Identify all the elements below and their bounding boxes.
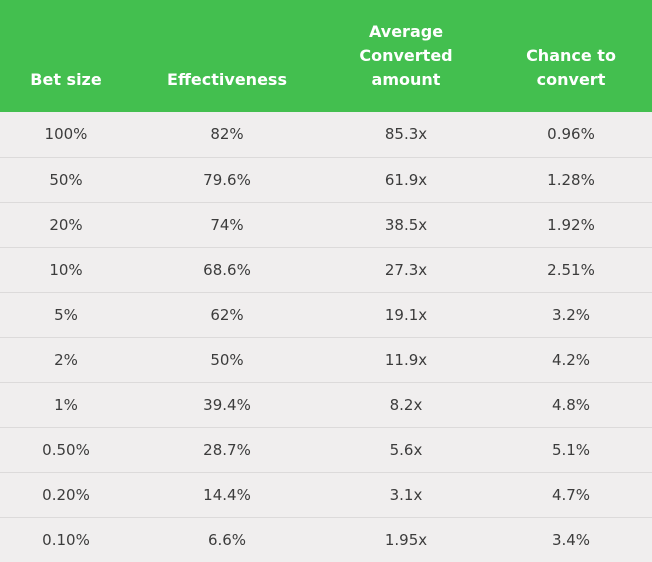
cell-average-converted-amount: 61.9x (384, 170, 428, 189)
cell-chance-to-convert: 3.2% (551, 305, 591, 324)
header-chance-to-convert: Chance to convert (490, 0, 652, 112)
header-row: Bet size Effectiveness Average Converted… (0, 0, 652, 112)
header-average-line-1: Average (368, 22, 444, 41)
header-bet-size-line: Bet size (30, 70, 102, 89)
header-chance-line-1: Chance to (526, 46, 616, 65)
cell-bet-size: 20% (49, 215, 83, 234)
cell-chance-to-convert: 0.96% (547, 125, 595, 144)
table-header: Bet size Effectiveness Average Converted… (0, 0, 652, 112)
table-row: 0.10% 6.6% 1.95x 3.4% (0, 517, 652, 562)
header-effectiveness: Effectiveness (132, 0, 322, 112)
cell-effectiveness: 39.4% (203, 395, 251, 414)
cell-effectiveness: 6.6% (207, 530, 247, 549)
cell-effectiveness: 79.6% (203, 170, 251, 189)
cell-chance-to-convert: 3.4% (551, 530, 591, 549)
cell-average-converted-amount: 19.1x (384, 305, 428, 324)
cell-bet-size: 2% (54, 350, 78, 369)
cell-bet-size: 5% (54, 305, 78, 324)
table-row: 0.20% 14.4% 3.1x 4.7% (0, 472, 652, 517)
cell-average-converted-amount: 3.1x (389, 485, 423, 504)
table-row: 0.50% 28.7% 5.6x 5.1% (0, 427, 652, 472)
table-row: 100% 82% 85.3x 0.96% (0, 112, 652, 157)
cell-bet-size: 0.10% (42, 530, 90, 549)
table-row: 50% 79.6% 61.9x 1.28% (0, 157, 652, 202)
cell-chance-to-convert: 5.1% (551, 440, 591, 459)
cell-chance-to-convert: 1.92% (547, 215, 595, 234)
cell-effectiveness: 14.4% (203, 485, 251, 504)
cell-average-converted-amount: 27.3x (384, 260, 428, 279)
table-row: 5% 62% 19.1x 3.2% (0, 292, 652, 337)
table-body: 100% 82% 85.3x 0.96% 50% 79.6% 61.9x 1.2… (0, 112, 652, 562)
cell-effectiveness: 62% (210, 305, 244, 324)
cell-average-converted-amount: 38.5x (384, 215, 428, 234)
cell-chance-to-convert: 4.8% (551, 395, 591, 414)
header-bet-size: Bet size (0, 0, 132, 112)
header-average-converted-amount: Average Converted amount (322, 0, 490, 112)
cell-effectiveness: 82% (210, 125, 244, 144)
cell-bet-size: 10% (49, 260, 83, 279)
cell-chance-to-convert: 1.28% (547, 170, 595, 189)
header-average-line-2: Converted (359, 46, 453, 65)
cell-average-converted-amount: 8.2x (389, 395, 423, 414)
cell-bet-size: 100% (44, 125, 88, 144)
header-average-line-3: amount (371, 70, 441, 89)
table-row: 20% 74% 38.5x 1.92% (0, 202, 652, 247)
table-row: 10% 68.6% 27.3x 2.51% (0, 247, 652, 292)
cell-average-converted-amount: 1.95x (384, 530, 428, 549)
cell-bet-size: 50% (49, 170, 83, 189)
cell-chance-to-convert: 2.51% (547, 260, 595, 279)
cell-effectiveness: 28.7% (203, 440, 251, 459)
cell-bet-size: 1% (54, 395, 78, 414)
cell-average-converted-amount: 5.6x (389, 440, 423, 459)
cell-bet-size: 0.20% (42, 485, 90, 504)
cell-chance-to-convert: 4.7% (551, 485, 591, 504)
cell-bet-size: 0.50% (42, 440, 90, 459)
cell-chance-to-convert: 4.2% (551, 350, 591, 369)
cell-average-converted-amount: 85.3x (384, 125, 428, 144)
header-chance-line-2: convert (536, 70, 606, 89)
table-row: 2% 50% 11.9x 4.2% (0, 337, 652, 382)
table-row: 1% 39.4% 8.2x 4.8% (0, 382, 652, 427)
cell-effectiveness: 74% (210, 215, 244, 234)
cell-effectiveness: 50% (210, 350, 244, 369)
header-effectiveness-line: Effectiveness (167, 70, 287, 89)
cell-effectiveness: 68.6% (203, 260, 251, 279)
cell-average-converted-amount: 11.9x (384, 350, 428, 369)
